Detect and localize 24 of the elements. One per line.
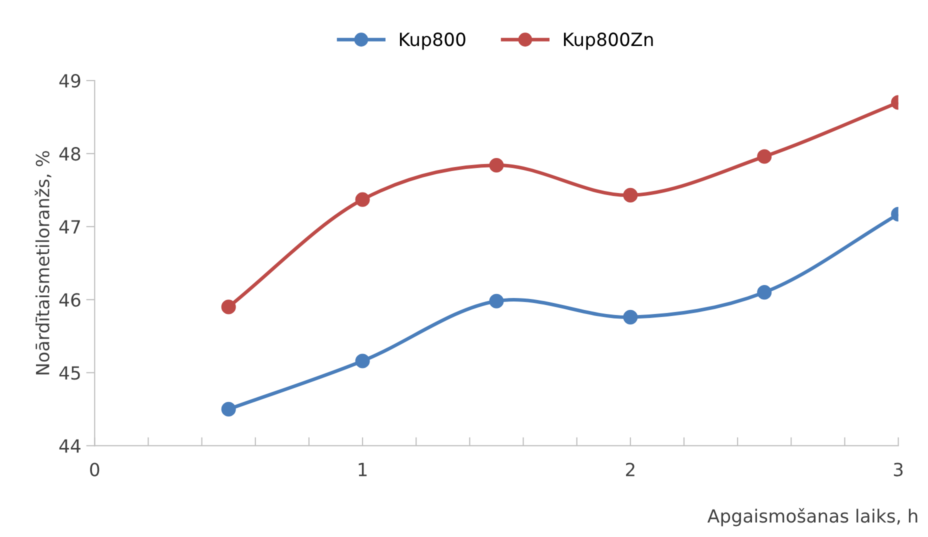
- x-tick-label: 2: [626, 462, 634, 476]
- point: [221, 402, 236, 416]
- point: [757, 149, 772, 164]
- x-tick-label: 1: [358, 462, 367, 476]
- x-tick-label: 3: [894, 462, 903, 476]
- y-tick-label: 45: [59, 366, 80, 380]
- point: [757, 285, 772, 300]
- y-tick-label: 44: [59, 439, 80, 453]
- point: [355, 192, 370, 207]
- y-tick-label: 49: [59, 74, 80, 88]
- y-axis-title: Noārdītaismetiloranžs, %: [34, 151, 52, 374]
- x-tick-label: 0: [90, 462, 100, 476]
- point: [489, 158, 504, 173]
- x-axis-title: Apgaismošanas laiks, h: [707, 508, 918, 526]
- y-tick-label: 47: [59, 220, 80, 234]
- legend-label: Kup800Zn: [564, 32, 653, 50]
- point: [355, 354, 370, 368]
- point: [623, 188, 638, 202]
- legend-label: Kup800: [400, 32, 466, 50]
- point: [221, 300, 236, 314]
- point: [623, 310, 638, 324]
- y-tick-label: 46: [59, 293, 80, 307]
- point: [489, 294, 504, 308]
- y-tick-label: 48: [59, 147, 80, 161]
